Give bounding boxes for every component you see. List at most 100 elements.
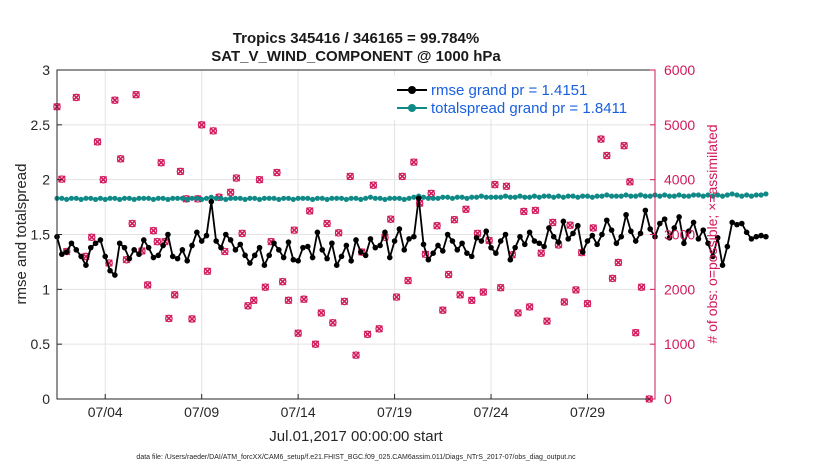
rmse-point bbox=[546, 225, 552, 231]
rmse-point bbox=[440, 248, 446, 254]
totalspread-point bbox=[560, 194, 566, 200]
obs-possible-marker bbox=[572, 286, 580, 294]
rmse-point bbox=[367, 236, 374, 242]
obs-assimilated-marker bbox=[340, 297, 349, 306]
obs-assimilated-marker bbox=[99, 175, 108, 184]
obs-assimilated-marker bbox=[244, 302, 252, 310]
obs-possible-marker bbox=[560, 298, 569, 306]
obs-possible-marker bbox=[608, 274, 617, 283]
obs-possible-marker bbox=[93, 138, 102, 146]
rmse-point bbox=[169, 253, 176, 260]
legend-spread-marker bbox=[408, 104, 416, 112]
totalspread-point bbox=[633, 193, 639, 199]
obs-assimilated-marker bbox=[502, 182, 511, 191]
totalspread-point bbox=[102, 196, 108, 203]
rmse-point bbox=[251, 252, 258, 259]
rmse-point bbox=[107, 267, 113, 274]
obs-possible-marker bbox=[334, 229, 343, 237]
rmse-point bbox=[136, 251, 142, 258]
obs-assimilated-marker bbox=[450, 215, 459, 224]
rmse-point bbox=[247, 260, 253, 266]
rmse-point bbox=[131, 247, 137, 253]
obs-possible-marker bbox=[294, 329, 302, 338]
obs-possible-marker bbox=[238, 229, 246, 238]
obs-assimilated-marker bbox=[232, 174, 241, 182]
rmse-point bbox=[280, 254, 287, 261]
totalspread-point bbox=[710, 193, 716, 199]
obs-assimilated-marker bbox=[153, 237, 162, 246]
rmse-point bbox=[430, 250, 436, 256]
obs-possible-marker bbox=[514, 309, 522, 317]
rmse-point bbox=[454, 247, 461, 253]
obs-assimilated-marker bbox=[197, 121, 206, 129]
totalspread-point bbox=[305, 195, 311, 201]
totalspread-point bbox=[213, 195, 219, 201]
totalspread-point bbox=[618, 193, 624, 199]
obs-possible-marker bbox=[132, 90, 140, 99]
obs-possible-marker bbox=[232, 174, 241, 182]
rmse-point bbox=[608, 227, 615, 233]
rmse-point bbox=[276, 247, 282, 253]
obs-assimilated-marker bbox=[583, 299, 592, 308]
rmse-point bbox=[83, 262, 89, 269]
totalspread-point bbox=[276, 196, 282, 203]
obs-possible-marker bbox=[99, 175, 108, 184]
obs-possible-marker bbox=[496, 283, 505, 292]
rmse-point bbox=[386, 254, 393, 261]
obs-possible-marker bbox=[631, 328, 640, 337]
rmse-point bbox=[116, 240, 123, 247]
totalspread-point bbox=[420, 194, 427, 200]
totalspread-point bbox=[469, 194, 475, 200]
obs-assimilated-marker bbox=[537, 249, 545, 257]
obs-possible-marker bbox=[620, 141, 628, 150]
totalspread-point bbox=[478, 193, 484, 199]
axes: 0 0.5 1 1.5 2 2.5 3 07/04 07/09 07/14 07/19 07/24 07… bbox=[31, 62, 696, 420]
rmse-point bbox=[425, 256, 432, 263]
obs-assimilated-marker bbox=[284, 296, 293, 305]
rmse-point bbox=[232, 247, 239, 253]
rmse-point bbox=[690, 219, 697, 226]
totalspread-point bbox=[454, 194, 460, 200]
rmse-point bbox=[348, 258, 354, 264]
obs-possible-marker bbox=[278, 277, 287, 286]
obs-assimilated-marker bbox=[496, 283, 505, 292]
rmse-point bbox=[174, 255, 181, 262]
rmse-point bbox=[78, 253, 84, 260]
y-tick-label: 1.5 bbox=[31, 227, 51, 243]
obs-assimilated-marker bbox=[386, 215, 395, 223]
obs-possible-marker bbox=[614, 258, 623, 267]
totalspread-point bbox=[459, 194, 465, 200]
x-tick-label: 07/29 bbox=[570, 404, 605, 420]
rmse-point bbox=[227, 237, 234, 243]
totalspread-point bbox=[536, 194, 542, 200]
totalspread-point bbox=[372, 195, 378, 201]
y-right-tick-label: 4000 bbox=[664, 172, 695, 188]
totalspread-point bbox=[290, 196, 296, 203]
obs-assimilated-marker bbox=[116, 155, 125, 163]
obs-assimilated-marker bbox=[603, 151, 611, 160]
obs-assimilated-marker bbox=[491, 180, 499, 189]
rmse-point bbox=[198, 238, 205, 244]
totalspread-point bbox=[271, 195, 277, 201]
obs-assimilated-marker bbox=[226, 188, 235, 197]
rmse-point bbox=[710, 253, 716, 260]
totalspread-point bbox=[555, 193, 562, 199]
totalspread-point bbox=[261, 195, 267, 201]
totalspread-point bbox=[744, 192, 750, 198]
totalspread-point bbox=[64, 196, 70, 203]
legend-rmse-marker bbox=[408, 86, 416, 94]
obs-assimilated-marker bbox=[479, 288, 488, 296]
totalspread-point bbox=[242, 196, 248, 203]
obs-assimilated-marker bbox=[352, 351, 360, 359]
totalspread-point bbox=[637, 192, 644, 198]
obs-possible-marker bbox=[249, 296, 258, 305]
totalspread-point bbox=[377, 195, 383, 201]
rmse-point bbox=[271, 240, 277, 247]
rmse-point bbox=[222, 231, 229, 238]
rmse-point bbox=[444, 231, 451, 238]
rmse-point bbox=[324, 255, 330, 262]
rmse-point bbox=[309, 254, 316, 261]
totalspread-point bbox=[531, 193, 538, 199]
rmse-point bbox=[372, 244, 379, 251]
totalspread-point bbox=[488, 194, 494, 200]
